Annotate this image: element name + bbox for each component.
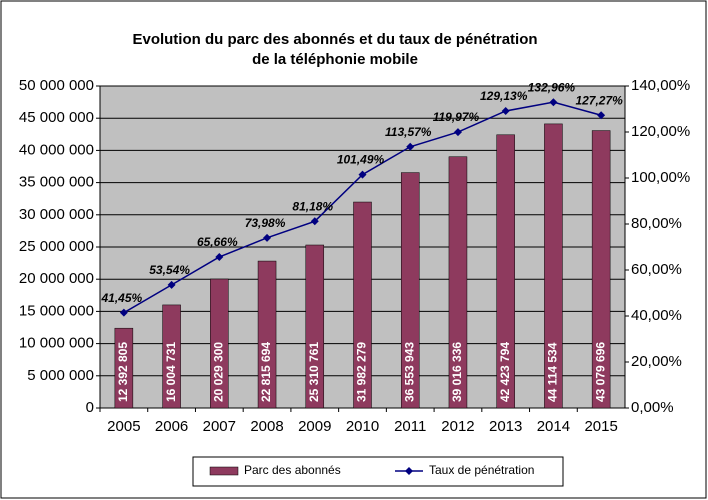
line-value-label: 81,18%	[292, 199, 333, 213]
x-tick-label: 2005	[107, 418, 140, 435]
line-marker	[597, 111, 606, 120]
y2-tick-label: 120,00%	[631, 123, 690, 140]
bar-value-label: 25 310 761	[307, 342, 321, 402]
bar	[591, 130, 611, 409]
line-marker	[263, 233, 272, 242]
line-value-label: 65,66%	[197, 235, 238, 249]
y-tick-label: 30 000 000	[19, 206, 94, 223]
y2-tick-label: 100,00%	[631, 169, 690, 186]
bar-value-label: 42 423 794	[498, 342, 512, 402]
bar-value-label: 20 029 300	[211, 342, 225, 402]
bar	[544, 123, 563, 409]
bar	[114, 327, 134, 409]
y2-tick-label: 0,00%	[631, 399, 674, 416]
y2-tick-label: 140,00%	[631, 77, 690, 94]
x-tick-label: 2014	[537, 418, 570, 435]
line-value-label: 113,57%	[385, 125, 432, 139]
x-tick-label: 2010	[346, 418, 379, 435]
y-tick-label: 45 000 000	[19, 109, 94, 126]
x-tick-label: 2006	[155, 418, 188, 435]
y2-tick-label: 40,00%	[631, 307, 682, 324]
bar-value-label: 36 553 943	[402, 342, 416, 402]
y2-tick-label: 20,00%	[631, 353, 682, 370]
line-marker	[406, 142, 415, 151]
legend-swatch	[209, 466, 239, 476]
line-value-label: 132,96%	[528, 80, 576, 94]
legend-label: Parc des abonnés	[244, 463, 341, 477]
line-marker	[215, 252, 224, 261]
x-tick-label: 2008	[250, 418, 283, 435]
legend-box	[192, 456, 564, 487]
bar	[257, 260, 277, 409]
bar-value-label: 39 016 336	[450, 342, 464, 402]
legend-label: Taux de pénétration	[429, 463, 534, 477]
x-tick-label: 2012	[441, 418, 474, 435]
y-tick-label: 10 000 000	[19, 335, 94, 352]
line-marker	[453, 128, 462, 137]
legend-marker	[405, 467, 413, 475]
bar-value-label: 43 079 696	[593, 342, 607, 402]
line-marker	[119, 308, 128, 317]
line-value-label: 119,97%	[433, 110, 480, 124]
line-value-label: 41,45%	[101, 291, 143, 305]
y-tick-label: 0	[86, 399, 94, 416]
x-tick-label: 2013	[489, 418, 522, 435]
x-tick-label: 2011	[394, 418, 426, 435]
y-tick-label: 25 000 000	[19, 238, 94, 255]
x-tick-label: 2009	[298, 418, 331, 435]
bar	[162, 304, 181, 409]
bar-value-label: 22 815 694	[259, 342, 273, 402]
line-value-label: 73,98%	[245, 216, 286, 230]
bar	[400, 172, 420, 409]
bar	[353, 201, 372, 409]
y2-tick-label: 80,00%	[631, 215, 682, 232]
chart-title: Evolution du parc des abonnés et du taux…	[132, 31, 537, 48]
x-tick-label: 2015	[584, 418, 617, 435]
y-tick-label: 50 000 000	[19, 77, 94, 94]
line-marker	[358, 170, 367, 179]
line-marker	[501, 107, 510, 116]
bar	[305, 244, 325, 409]
y-tick-label: 5 000 000	[27, 367, 94, 384]
y-tick-label: 35 000 000	[19, 174, 94, 191]
bar	[496, 134, 515, 409]
bar-value-label: 12 392 805	[116, 342, 130, 402]
x-tick-label: 2007	[203, 418, 236, 435]
line-marker	[549, 98, 558, 107]
line-value-label: 129,13%	[480, 89, 528, 103]
line-value-label: 101,49%	[337, 153, 385, 167]
y-tick-label: 15 000 000	[19, 302, 94, 319]
bar	[448, 156, 468, 409]
y2-tick-label: 60,00%	[631, 261, 682, 278]
line-marker	[310, 217, 319, 226]
line-marker	[167, 280, 176, 289]
chart-title: de la téléphonie mobile	[252, 51, 418, 68]
bar-value-label: 44 114 534	[546, 342, 560, 402]
y-tick-label: 20 000 000	[19, 270, 94, 287]
y-tick-label: 40 000 000	[19, 141, 94, 158]
line-value-label: 127,27%	[575, 93, 623, 107]
bar-value-label: 16 004 731	[164, 342, 178, 402]
bar-value-label: 31 982 279	[355, 342, 369, 402]
line-value-label: 53,54%	[149, 263, 190, 277]
bar	[210, 278, 229, 409]
